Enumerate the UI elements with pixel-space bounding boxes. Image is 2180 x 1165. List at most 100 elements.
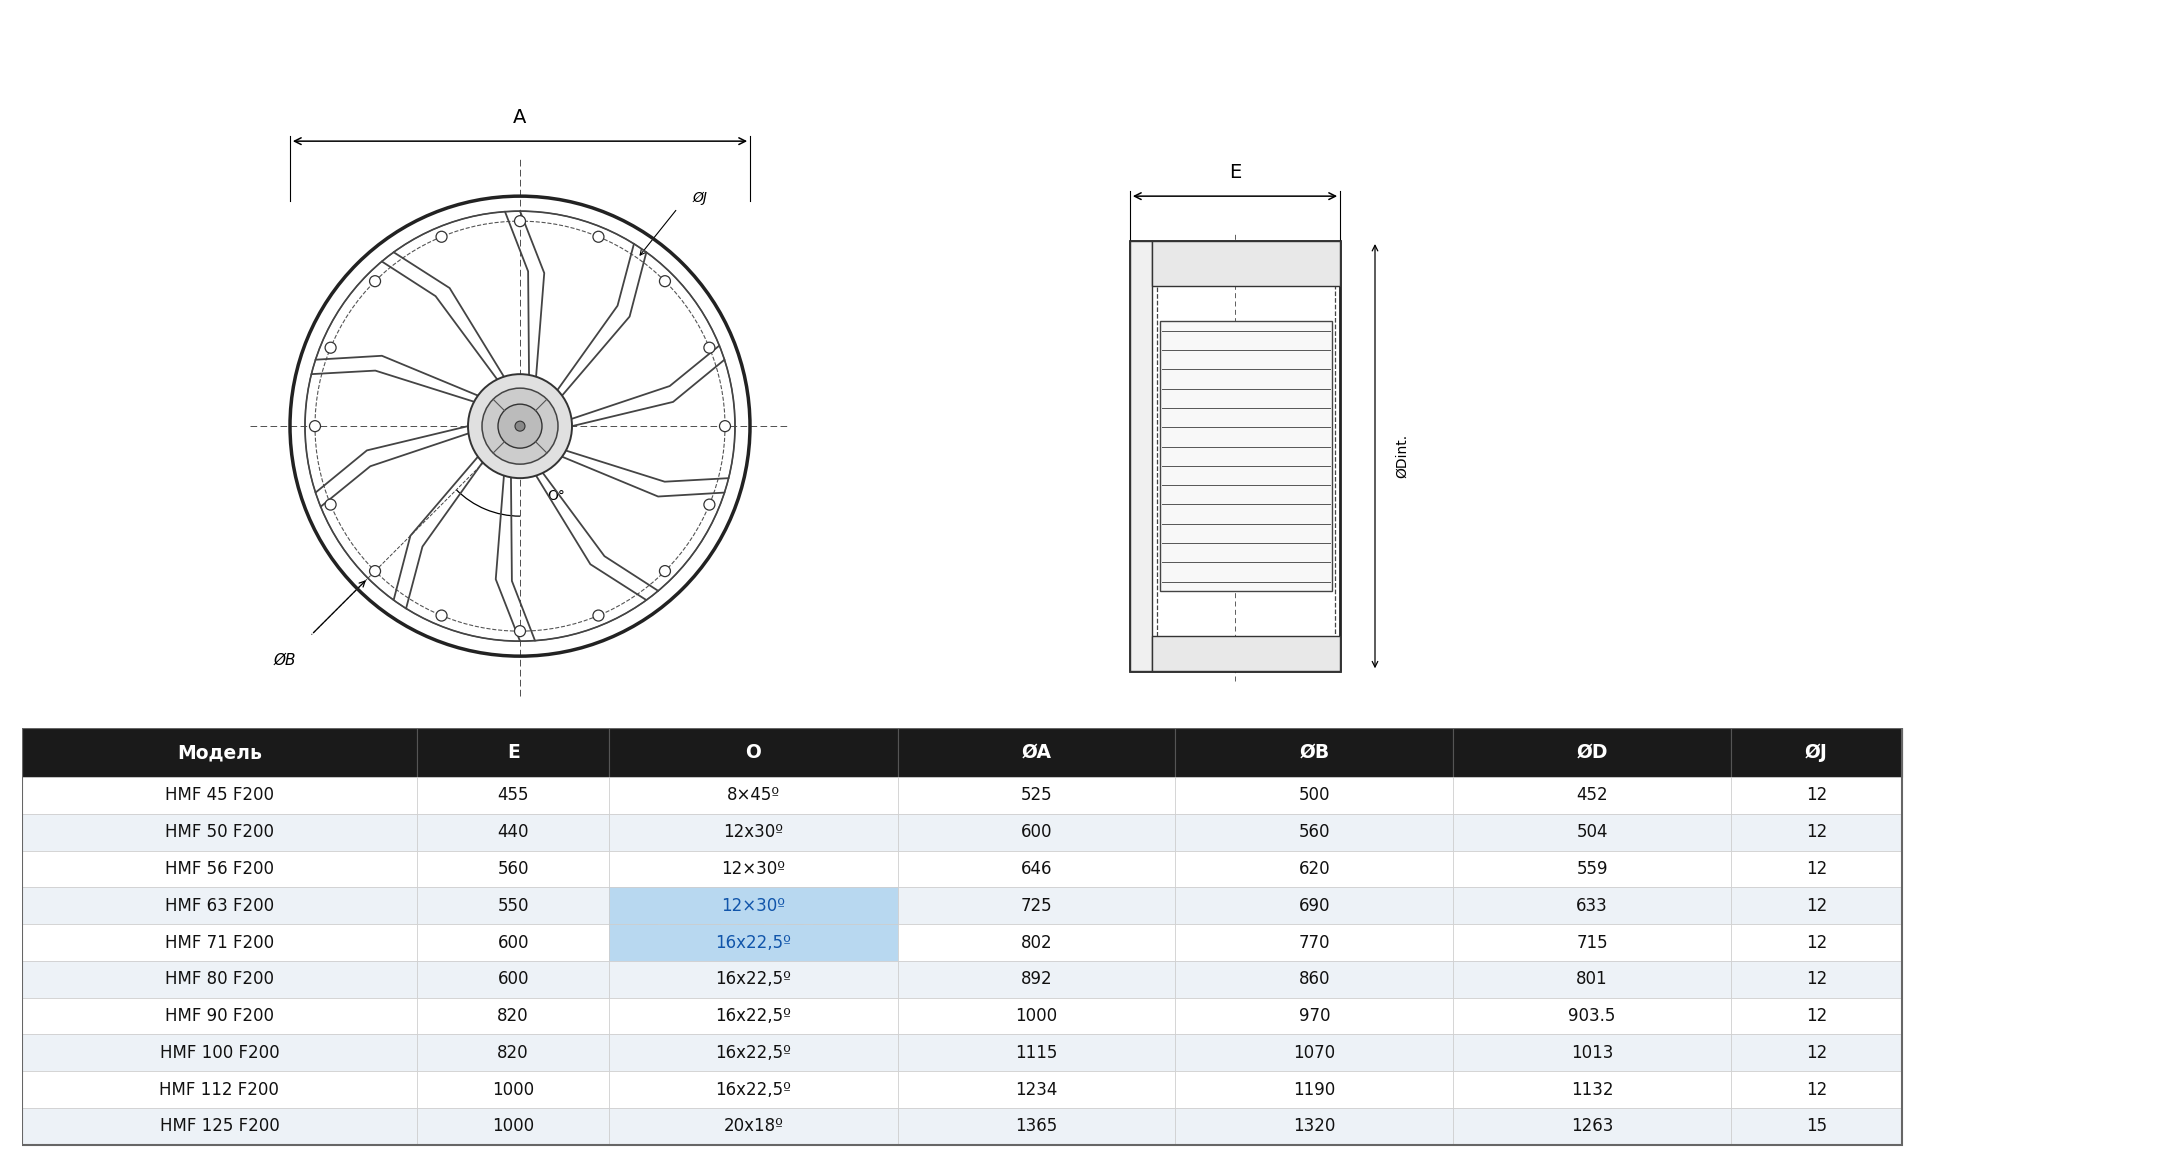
Text: 620: 620 [1299,860,1330,878]
Bar [416,1035,608,1072]
Text: ØJ: ØJ [693,191,708,205]
Bar [1151,241,1341,287]
Text: 1000: 1000 [493,1117,534,1136]
Text: 633: 633 [1576,897,1609,915]
Text: 600: 600 [1020,824,1053,841]
Bar [1731,924,1901,961]
Bar [1454,961,1731,997]
Bar [608,728,898,777]
Bar [1175,1108,1454,1145]
Text: 12x30º: 12x30º [724,824,783,841]
Text: 725: 725 [1020,897,1053,915]
Text: 16x22,5º: 16x22,5º [715,933,791,952]
Bar [1160,322,1332,591]
Text: HMF 125 F200: HMF 125 F200 [159,1117,279,1136]
Bar [1454,814,1731,850]
Text: 500: 500 [1299,786,1330,804]
Text: E: E [1230,163,1240,182]
Bar [416,1108,608,1145]
Text: 820: 820 [497,1044,530,1061]
Bar [1454,850,1731,888]
Text: 16x22,5º: 16x22,5º [715,1081,791,1099]
Bar [1129,241,1341,671]
Text: A: A [512,108,528,127]
Text: 1263: 1263 [1572,1117,1613,1136]
Bar [1731,1072,1901,1108]
Text: Модель: Модель [177,743,262,762]
Text: 8×45º: 8×45º [726,786,780,804]
Bar [898,728,1175,777]
Bar [898,850,1175,888]
Bar [1731,1035,1901,1072]
Bar [1731,728,1901,777]
Text: HMF 50 F200: HMF 50 F200 [166,824,275,841]
Circle shape [436,232,447,242]
Bar [1175,814,1454,850]
Text: 801: 801 [1576,970,1609,988]
Text: 860: 860 [1299,970,1330,988]
Circle shape [593,610,604,621]
Text: 455: 455 [497,786,530,804]
Bar [1151,636,1341,671]
Bar [1454,1108,1731,1145]
Bar [416,814,608,850]
Text: 1070: 1070 [1293,1044,1336,1061]
Text: 550: 550 [497,897,530,915]
Bar [898,777,1175,814]
Text: 452: 452 [1576,786,1609,804]
Text: 12: 12 [1805,786,1827,804]
Bar [608,814,898,850]
Bar [1454,1072,1731,1108]
Bar [1454,924,1731,961]
Text: HMF 71 F200: HMF 71 F200 [166,933,275,952]
Text: ØB: ØB [275,652,296,668]
Circle shape [325,343,336,353]
Text: HMF 80 F200: HMF 80 F200 [166,970,275,988]
Bar [22,777,416,814]
Bar [1175,1035,1454,1072]
Text: O: O [746,743,761,762]
Text: HMF 90 F200: HMF 90 F200 [166,1007,275,1025]
Bar [1175,997,1454,1035]
Text: 12×30º: 12×30º [722,860,785,878]
Circle shape [371,565,382,577]
Text: HMF 100 F200: HMF 100 F200 [159,1044,279,1061]
Text: HMF 112 F200: HMF 112 F200 [159,1081,279,1099]
Bar [608,777,898,814]
Text: 646: 646 [1020,860,1053,878]
Text: HMF 56 F200: HMF 56 F200 [166,860,275,878]
Bar [22,850,416,888]
Bar [1454,888,1731,924]
Bar [1731,997,1901,1035]
Bar [1731,850,1901,888]
Bar [22,814,416,850]
Circle shape [371,276,382,287]
Bar [1454,728,1731,777]
Text: ØB: ØB [1299,743,1330,762]
Circle shape [514,422,525,431]
Text: 12: 12 [1805,860,1827,878]
Text: 802: 802 [1020,933,1053,952]
Text: ØD: ØD [1576,743,1609,762]
Text: 903.5: 903.5 [1567,1007,1615,1025]
Text: 12: 12 [1805,1007,1827,1025]
Text: 559: 559 [1576,860,1609,878]
Bar [898,814,1175,850]
Bar [1175,850,1454,888]
Bar [22,728,1901,1145]
Bar [898,924,1175,961]
Bar [22,728,416,777]
Text: 690: 690 [1299,897,1330,915]
Bar [608,924,898,961]
Text: HMF 45 F200: HMF 45 F200 [166,786,275,804]
Circle shape [497,404,543,449]
Bar [22,997,416,1035]
Circle shape [310,421,320,432]
Bar [1731,814,1901,850]
Text: ØA: ØA [1022,743,1051,762]
Text: 560: 560 [497,860,530,878]
Bar [1731,961,1901,997]
Bar [22,1108,416,1145]
Text: 12: 12 [1805,1081,1827,1099]
Text: 1365: 1365 [1016,1117,1057,1136]
